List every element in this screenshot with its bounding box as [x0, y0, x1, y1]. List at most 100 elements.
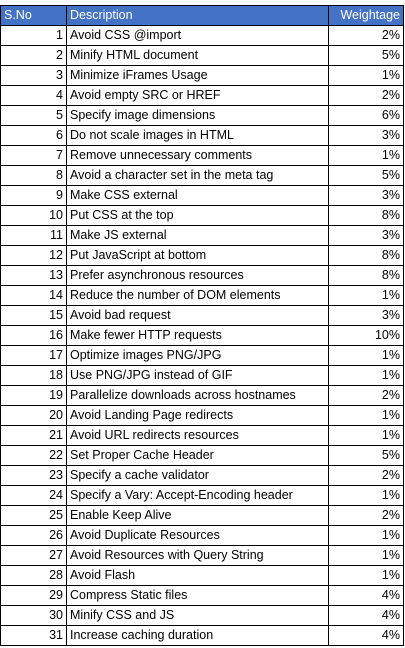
cell-description: Parallelize downloads across hostnames	[66, 385, 329, 406]
cell-weightage: 1%	[328, 145, 404, 166]
table-row: 16 Make fewer HTTP requests 10%	[0, 325, 404, 346]
cell-sno: 15	[0, 305, 67, 326]
cell-sno: 3	[0, 65, 67, 86]
cell-description: Avoid empty SRC or HREF	[66, 85, 329, 106]
header-sno: S.No	[0, 5, 67, 26]
cell-weightage: 4%	[328, 605, 404, 626]
cell-weightage: 1%	[328, 285, 404, 306]
cell-sno: 30	[0, 605, 67, 626]
table-row: 23 Specify a cache validator 2%	[0, 465, 404, 486]
table-row: 7 Remove unnecessary comments 1%	[0, 145, 404, 166]
cell-weightage: 2%	[328, 85, 404, 106]
cell-weightage: 3%	[328, 305, 404, 326]
cell-weightage: 1%	[328, 365, 404, 386]
table-row: 20 Avoid Landing Page redirects 1%	[0, 405, 404, 426]
table-row: 10 Put CSS at the top 8%	[0, 205, 404, 226]
table-row: 30 Minify CSS and JS 4%	[0, 605, 404, 626]
cell-description: Avoid Landing Page redirects	[66, 405, 329, 426]
table-row: 24 Specify a Vary: Accept-Encoding header…	[0, 485, 404, 506]
table-row: 9 Make CSS external 3%	[0, 185, 404, 206]
header-row: S.No Description Weightage	[0, 5, 404, 26]
cell-sno: 31	[0, 625, 67, 646]
cell-description: Minimize iFrames Usage	[66, 65, 329, 86]
table-row: 18 Use PNG/JPG instead of GIF 1%	[0, 365, 404, 386]
cell-description: Make CSS external	[66, 185, 329, 206]
cell-sno: 11	[0, 225, 67, 246]
cell-description: Use PNG/JPG instead of GIF	[66, 365, 329, 386]
cell-description: Put CSS at the top	[66, 205, 329, 226]
cell-sno: 8	[0, 165, 67, 186]
cell-sno: 6	[0, 125, 67, 146]
cell-sno: 9	[0, 185, 67, 206]
cell-description: Specify a Vary: Accept-Encoding header	[66, 485, 329, 506]
cell-weightage: 5%	[328, 45, 404, 66]
cell-weightage: 1%	[328, 65, 404, 86]
cell-weightage: 1%	[328, 425, 404, 446]
cell-description: Make JS external	[66, 225, 329, 246]
table-row: 6 Do not scale images in HTML 3%	[0, 125, 404, 146]
cell-description: Reduce the number of DOM elements	[66, 285, 329, 306]
cell-sno: 18	[0, 365, 67, 386]
table-row: 27 Avoid Resources with Query String 1%	[0, 545, 404, 566]
cell-sno: 5	[0, 105, 67, 126]
cell-description: Increase caching duration	[66, 625, 329, 646]
table-row: 17 Optimize images PNG/JPG 1%	[0, 345, 404, 366]
cell-description: Avoid Resources with Query String	[66, 545, 329, 566]
table-row: 1 Avoid CSS @import 2%	[0, 25, 404, 46]
table-row: 13 Prefer asynchronous resources 8%	[0, 265, 404, 286]
table-row: 25 Enable Keep Alive 2%	[0, 505, 404, 526]
cell-weightage: 10%	[328, 325, 404, 346]
cell-weightage: 1%	[328, 485, 404, 506]
table-row: 21 Avoid URL redirects resources 1%	[0, 425, 404, 446]
cell-sno: 28	[0, 565, 67, 586]
cell-description: Remove unnecessary comments	[66, 145, 329, 166]
cell-weightage: 5%	[328, 165, 404, 186]
cell-description: Specify image dimensions	[66, 105, 329, 126]
cell-sno: 24	[0, 485, 67, 506]
cell-description: Avoid Duplicate Resources	[66, 525, 329, 546]
cell-sno: 29	[0, 585, 67, 606]
cell-sno: 13	[0, 265, 67, 286]
cell-description: Make fewer HTTP requests	[66, 325, 329, 346]
cell-weightage: 5%	[328, 445, 404, 466]
cell-description: Specify a cache validator	[66, 465, 329, 486]
cell-weightage: 8%	[328, 245, 404, 266]
cell-weightage: 6%	[328, 105, 404, 126]
cell-weightage: 4%	[328, 585, 404, 606]
cell-sno: 23	[0, 465, 67, 486]
cell-sno: 25	[0, 505, 67, 526]
table-row: 22 Set Proper Cache Header 5%	[0, 445, 404, 466]
table-row: 19 Parallelize downloads across hostnames…	[0, 385, 404, 406]
cell-description: Avoid Flash	[66, 565, 329, 586]
cell-weightage: 8%	[328, 265, 404, 286]
cell-weightage: 2%	[328, 465, 404, 486]
cell-sno: 1	[0, 25, 67, 46]
cell-description: Put JavaScript at bottom	[66, 245, 329, 266]
table-row: 26 Avoid Duplicate Resources 1%	[0, 525, 404, 546]
cell-sno: 2	[0, 45, 67, 66]
table-row: 28 Avoid Flash 1%	[0, 565, 404, 586]
cell-weightage: 8%	[328, 205, 404, 226]
cell-weightage: 1%	[328, 345, 404, 366]
cell-weightage: 2%	[328, 385, 404, 406]
cell-weightage: 3%	[328, 185, 404, 206]
table-row: 29 Compress Static files 4%	[0, 585, 404, 606]
cell-description: Prefer asynchronous resources	[66, 265, 329, 286]
cell-description: Avoid URL redirects resources	[66, 425, 329, 446]
cell-description: Minify CSS and JS	[66, 605, 329, 626]
cell-description: Optimize images PNG/JPG	[66, 345, 329, 366]
table-row: 3 Minimize iFrames Usage 1%	[0, 65, 404, 86]
cell-description: Do not scale images in HTML	[66, 125, 329, 146]
cell-sno: 27	[0, 545, 67, 566]
cell-sno: 16	[0, 325, 67, 346]
table-row: 11 Make JS external 3%	[0, 225, 404, 246]
table-row: 14 Reduce the number of DOM elements 1%	[0, 285, 404, 306]
table-row: 5 Specify image dimensions 6%	[0, 105, 404, 126]
cell-sno: 14	[0, 285, 67, 306]
table-row: 4 Avoid empty SRC or HREF 2%	[0, 85, 404, 106]
cell-sno: 12	[0, 245, 67, 266]
cell-sno: 4	[0, 85, 67, 106]
cell-weightage: 2%	[328, 505, 404, 526]
table-body: 1 Avoid CSS @import 2% 2 Minify HTML documen…	[0, 25, 404, 646]
cell-sno: 19	[0, 385, 67, 406]
